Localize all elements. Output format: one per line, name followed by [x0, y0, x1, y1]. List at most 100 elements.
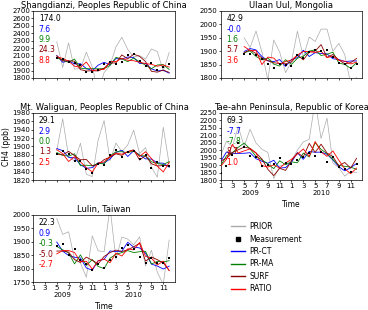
Point: [318, 48, 324, 53]
Text: 8.8: 8.8: [39, 56, 51, 65]
Point: [300, 55, 306, 60]
Point: [137, 157, 142, 162]
Point: [66, 253, 71, 258]
Point: [241, 51, 247, 56]
Point: [66, 60, 71, 65]
Text: 1.0: 1.0: [226, 158, 238, 167]
Text: 2.5: 2.5: [39, 158, 51, 167]
Point: [253, 52, 259, 57]
Text: 2010: 2010: [125, 292, 143, 298]
Point: [318, 149, 324, 154]
Text: 3.6: 3.6: [226, 56, 238, 65]
Point: [78, 63, 84, 68]
Text: 2010: 2010: [312, 190, 330, 196]
Point: [125, 243, 131, 248]
Point: [131, 149, 137, 154]
Point: [324, 160, 330, 165]
Point: [336, 60, 342, 65]
Text: 0.0: 0.0: [39, 137, 51, 146]
Point: [95, 162, 101, 166]
Point: [155, 160, 160, 165]
Point: [277, 61, 283, 66]
Text: 1.6: 1.6: [226, 35, 238, 44]
Text: 2009: 2009: [54, 292, 72, 298]
Point: [113, 254, 119, 259]
Point: [265, 163, 271, 168]
Point: [78, 258, 84, 263]
Point: [336, 164, 342, 169]
Point: [217, 170, 223, 175]
Point: [119, 246, 125, 250]
Point: [348, 65, 354, 70]
Point: [84, 261, 89, 266]
Point: [95, 261, 101, 266]
Point: [312, 47, 318, 52]
Point: [306, 50, 312, 55]
Text: -0.0: -0.0: [226, 24, 241, 33]
Point: [137, 254, 142, 259]
Point: [125, 53, 131, 58]
Point: [72, 247, 78, 252]
Point: [247, 51, 253, 56]
Text: 42.9: 42.9: [226, 14, 243, 23]
Point: [155, 67, 160, 72]
Point: [253, 154, 259, 159]
Point: [84, 166, 89, 171]
Point: [148, 165, 154, 170]
Text: 24.3: 24.3: [39, 46, 56, 55]
Point: [283, 63, 289, 68]
Point: [166, 255, 172, 260]
Point: [342, 166, 348, 171]
Point: [271, 65, 277, 70]
Point: [289, 162, 294, 166]
Point: [125, 150, 131, 155]
Point: [354, 61, 360, 66]
Point: [89, 69, 95, 74]
Point: [330, 55, 336, 60]
Point: [229, 153, 235, 157]
Point: [119, 59, 125, 64]
Text: 9.9: 9.9: [39, 35, 51, 44]
Point: [160, 164, 166, 169]
Point: [107, 59, 113, 64]
Point: [294, 53, 300, 58]
Point: [259, 164, 265, 169]
Point: [107, 258, 113, 263]
Text: -7.8: -7.8: [226, 137, 241, 146]
Point: [142, 261, 148, 266]
Point: [160, 261, 166, 266]
Legend: PRIOR, Measurement, PR-CT, PR-MA, SURF, RATIO: PRIOR, Measurement, PR-CT, PR-MA, SURF, …: [231, 222, 302, 293]
Point: [142, 153, 148, 157]
Point: [354, 161, 360, 166]
Point: [277, 156, 283, 161]
Point: [119, 154, 125, 159]
Title: Tae-ahn Peninsula, Republic of Korea: Tae-ahn Peninsula, Republic of Korea: [214, 103, 368, 112]
Point: [294, 157, 300, 162]
Point: [265, 61, 271, 66]
Text: 8.7: 8.7: [226, 148, 238, 157]
Point: [72, 159, 78, 164]
X-axis label: Time: Time: [282, 200, 301, 209]
Point: [101, 162, 107, 167]
Text: 7.6: 7.6: [39, 24, 51, 33]
Point: [342, 61, 348, 66]
Point: [131, 51, 137, 56]
Text: 1.3: 1.3: [39, 148, 51, 157]
Point: [60, 241, 66, 246]
Point: [131, 246, 137, 251]
Point: [54, 152, 60, 157]
Point: [312, 154, 318, 159]
Point: [113, 148, 119, 153]
Point: [113, 62, 119, 67]
Text: 69.3: 69.3: [226, 116, 243, 125]
Point: [300, 155, 306, 160]
Text: 5.7: 5.7: [226, 46, 238, 55]
Point: [54, 244, 60, 249]
Point: [289, 63, 294, 68]
Point: [259, 57, 265, 62]
Point: [155, 261, 160, 266]
Point: [271, 161, 277, 166]
Point: [348, 169, 354, 174]
Title: Mt. Waliguan, Peoples Republic of China: Mt. Waliguan, Peoples Republic of China: [20, 103, 188, 112]
Point: [137, 58, 142, 63]
